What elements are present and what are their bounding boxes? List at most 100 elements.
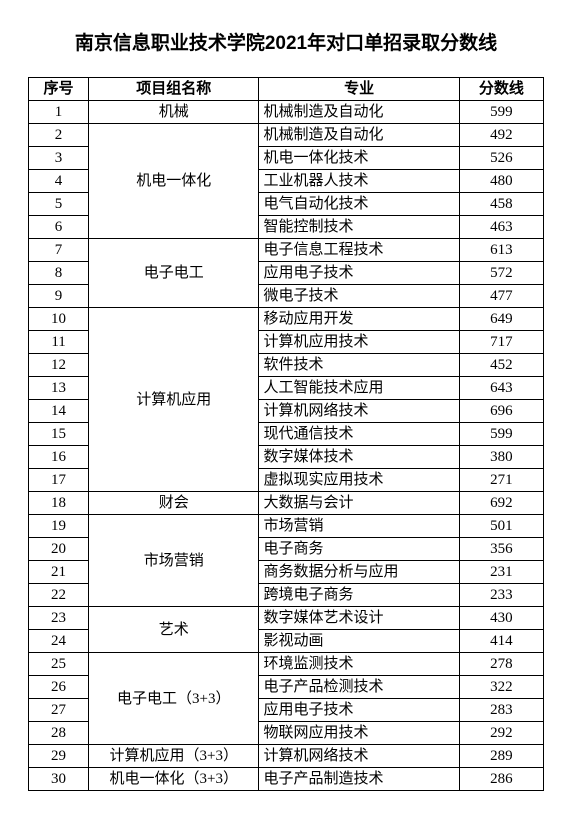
table-row: 29计算机应用（3+3）计算机网络技术289 [29, 745, 544, 768]
cell-seq: 26 [29, 676, 89, 699]
cell-score: 643 [459, 377, 543, 400]
cell-seq: 18 [29, 492, 89, 515]
cell-group: 财会 [89, 492, 259, 515]
cell-seq: 20 [29, 538, 89, 561]
cell-major: 环境监测技术 [259, 653, 459, 676]
col-header-score: 分数线 [459, 78, 543, 101]
cell-group: 电子电工 [89, 239, 259, 308]
table-row: 19市场营销市场营销501 [29, 515, 544, 538]
score-table: 序号 项目组名称 专业 分数线 1机械机械制造及自动化5992机电一体化机械制造… [28, 77, 544, 791]
cell-seq: 28 [29, 722, 89, 745]
cell-score: 613 [459, 239, 543, 262]
cell-score: 452 [459, 354, 543, 377]
cell-major: 数字媒体技术 [259, 446, 459, 469]
cell-score: 692 [459, 492, 543, 515]
cell-seq: 3 [29, 147, 89, 170]
cell-major: 应用电子技术 [259, 699, 459, 722]
cell-score: 414 [459, 630, 543, 653]
cell-seq: 27 [29, 699, 89, 722]
cell-score: 380 [459, 446, 543, 469]
cell-major: 电子产品检测技术 [259, 676, 459, 699]
cell-major: 电子信息工程技术 [259, 239, 459, 262]
cell-seq: 16 [29, 446, 89, 469]
cell-seq: 1 [29, 101, 89, 124]
cell-seq: 13 [29, 377, 89, 400]
table-row: 7电子电工电子信息工程技术613 [29, 239, 544, 262]
cell-major: 软件技术 [259, 354, 459, 377]
cell-major: 计算机网络技术 [259, 400, 459, 423]
cell-seq: 11 [29, 331, 89, 354]
cell-group: 机电一体化（3+3） [89, 768, 259, 791]
cell-seq: 24 [29, 630, 89, 653]
table-header-row: 序号 项目组名称 专业 分数线 [29, 78, 544, 101]
cell-seq: 29 [29, 745, 89, 768]
document-page: 南京信息职业技术学院2021年对口单招录取分数线 序号 项目组名称 专业 分数线… [0, 0, 572, 821]
cell-score: 599 [459, 101, 543, 124]
cell-group: 计算机应用（3+3） [89, 745, 259, 768]
table-row: 1机械机械制造及自动化599 [29, 101, 544, 124]
cell-major: 机械制造及自动化 [259, 101, 459, 124]
cell-seq: 8 [29, 262, 89, 285]
table-row: 23艺术数字媒体艺术设计430 [29, 607, 544, 630]
cell-score: 477 [459, 285, 543, 308]
cell-major: 影视动画 [259, 630, 459, 653]
cell-seq: 30 [29, 768, 89, 791]
table-row: 18财会大数据与会计692 [29, 492, 544, 515]
cell-major: 物联网应用技术 [259, 722, 459, 745]
cell-major: 电气自动化技术 [259, 193, 459, 216]
cell-score: 292 [459, 722, 543, 745]
cell-score: 458 [459, 193, 543, 216]
cell-major: 现代通信技术 [259, 423, 459, 446]
cell-score: 492 [459, 124, 543, 147]
cell-group: 机电一体化 [89, 124, 259, 239]
cell-score: 696 [459, 400, 543, 423]
col-header-group: 项目组名称 [89, 78, 259, 101]
cell-major: 跨境电子商务 [259, 584, 459, 607]
cell-major: 电子产品制造技术 [259, 768, 459, 791]
cell-score: 289 [459, 745, 543, 768]
page-title: 南京信息职业技术学院2021年对口单招录取分数线 [28, 28, 544, 55]
cell-seq: 12 [29, 354, 89, 377]
cell-score: 599 [459, 423, 543, 446]
cell-seq: 5 [29, 193, 89, 216]
cell-major: 智能控制技术 [259, 216, 459, 239]
cell-seq: 2 [29, 124, 89, 147]
cell-major: 计算机网络技术 [259, 745, 459, 768]
cell-score: 286 [459, 768, 543, 791]
cell-seq: 4 [29, 170, 89, 193]
cell-seq: 10 [29, 308, 89, 331]
cell-major: 微电子技术 [259, 285, 459, 308]
cell-score: 572 [459, 262, 543, 285]
cell-group: 机械 [89, 101, 259, 124]
cell-score: 649 [459, 308, 543, 331]
cell-seq: 7 [29, 239, 89, 262]
cell-major: 计算机应用技术 [259, 331, 459, 354]
cell-seq: 14 [29, 400, 89, 423]
cell-score: 356 [459, 538, 543, 561]
cell-major: 电子商务 [259, 538, 459, 561]
cell-seq: 15 [29, 423, 89, 446]
cell-score: 322 [459, 676, 543, 699]
cell-major: 数字媒体艺术设计 [259, 607, 459, 630]
cell-seq: 23 [29, 607, 89, 630]
cell-seq: 22 [29, 584, 89, 607]
cell-seq: 17 [29, 469, 89, 492]
cell-major: 大数据与会计 [259, 492, 459, 515]
cell-major: 机械制造及自动化 [259, 124, 459, 147]
cell-seq: 25 [29, 653, 89, 676]
cell-score: 430 [459, 607, 543, 630]
col-header-major: 专业 [259, 78, 459, 101]
cell-score: 271 [459, 469, 543, 492]
table-row: 10计算机应用移动应用开发649 [29, 308, 544, 331]
cell-seq: 6 [29, 216, 89, 239]
cell-score: 233 [459, 584, 543, 607]
cell-score: 231 [459, 561, 543, 584]
cell-seq: 9 [29, 285, 89, 308]
table-row: 30机电一体化（3+3）电子产品制造技术286 [29, 768, 544, 791]
cell-score: 278 [459, 653, 543, 676]
table-row: 25电子电工（3+3）环境监测技术278 [29, 653, 544, 676]
cell-score: 501 [459, 515, 543, 538]
cell-score: 480 [459, 170, 543, 193]
cell-major: 移动应用开发 [259, 308, 459, 331]
cell-major: 虚拟现实应用技术 [259, 469, 459, 492]
